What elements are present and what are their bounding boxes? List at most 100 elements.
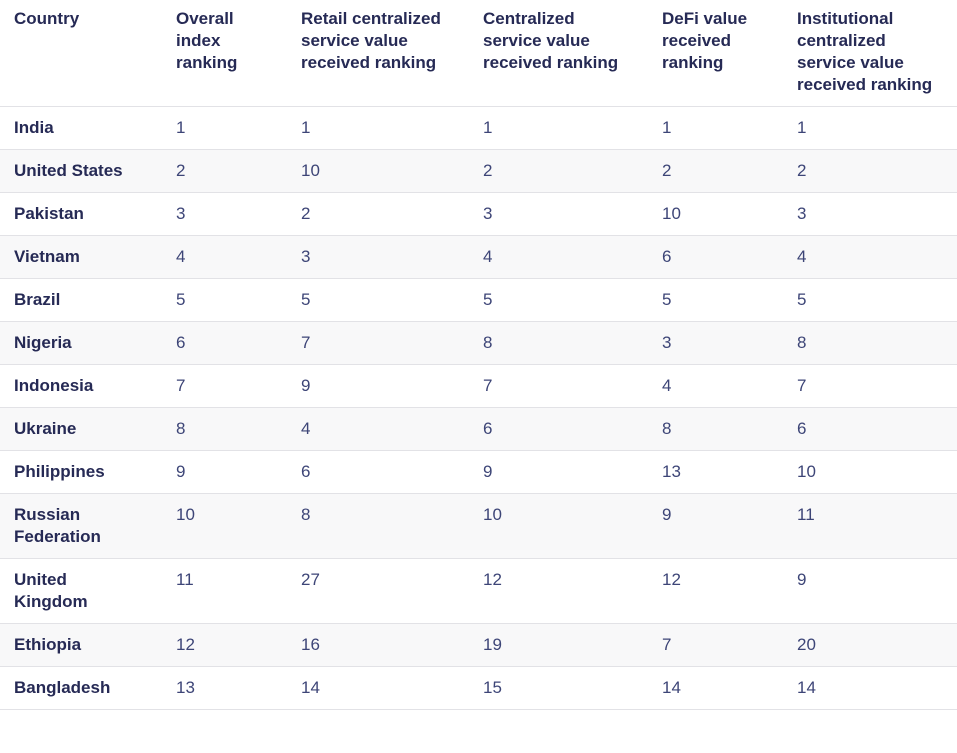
col-header-defi: DeFi value received ranking xyxy=(648,0,783,107)
rank-cell: 2 xyxy=(662,161,672,180)
rank-cell: 27 xyxy=(301,570,320,589)
rank-cell: 2 xyxy=(301,204,311,223)
table-row: Pakistan 3 2 3 10 3 xyxy=(0,192,957,236)
col-header-retail: Retail centralized service value receive… xyxy=(287,0,469,107)
rank-cell: 6 xyxy=(662,247,672,266)
table-row: India 1 1 1 1 1 xyxy=(0,107,957,150)
rank-cell: 4 xyxy=(176,247,186,266)
rank-cell: 5 xyxy=(483,290,493,309)
table-row: United Kingdom 11 27 12 12 9 xyxy=(0,558,957,624)
rank-cell: 8 xyxy=(483,333,493,352)
rank-cell: 10 xyxy=(301,161,320,180)
col-header-country: Country xyxy=(0,0,162,107)
table-row: United States 2 10 2 2 2 xyxy=(0,149,957,193)
rank-cell: 7 xyxy=(483,376,493,395)
rank-cell: 20 xyxy=(797,635,816,654)
rank-cell: 3 xyxy=(301,247,311,266)
rank-cell: 12 xyxy=(483,570,502,589)
rank-cell: 10 xyxy=(176,505,195,524)
table-row: Nigeria 6 7 8 3 8 xyxy=(0,321,957,365)
header-row: Country Overall index ranking Retail cen… xyxy=(0,0,957,107)
col-header-overall-index: Overall index ranking xyxy=(162,0,287,107)
rank-cell: 3 xyxy=(797,204,807,223)
rank-cell: 9 xyxy=(301,376,311,395)
rank-cell: 13 xyxy=(662,462,681,481)
rank-cell: 6 xyxy=(301,462,311,481)
rank-cell: 14 xyxy=(301,678,320,697)
rank-cell: 12 xyxy=(176,635,195,654)
country-rankings-table: Country Overall index ranking Retail cen… xyxy=(0,0,957,710)
rank-cell: 19 xyxy=(483,635,502,654)
rank-cell: 3 xyxy=(662,333,672,352)
rank-cell: 6 xyxy=(797,419,807,438)
rank-cell: 1 xyxy=(301,118,311,137)
country-cell: Ethiopia xyxy=(14,635,82,654)
rank-cell: 1 xyxy=(176,118,186,137)
rank-cell: 14 xyxy=(797,678,816,697)
rank-cell: 2 xyxy=(797,161,807,180)
rank-cell: 5 xyxy=(176,290,186,309)
rank-cell: 11 xyxy=(176,570,194,589)
country-cell: Nigeria xyxy=(14,333,72,352)
rank-cell: 4 xyxy=(797,247,807,266)
table-row: Russian Federation 10 8 10 9 11 xyxy=(0,493,957,559)
table-row: Vietnam 4 3 4 6 4 xyxy=(0,235,957,279)
rank-cell: 8 xyxy=(176,419,186,438)
rank-cell: 9 xyxy=(662,505,672,524)
col-header-institutional: Institutional centralized service value … xyxy=(783,0,957,107)
rank-cell: 4 xyxy=(301,419,311,438)
rank-cell: 6 xyxy=(176,333,186,352)
rank-cell: 5 xyxy=(301,290,311,309)
rank-cell: 2 xyxy=(483,161,493,180)
rank-cell: 1 xyxy=(483,118,493,137)
rank-cell: 1 xyxy=(662,118,672,137)
country-cell: Russian Federation xyxy=(14,505,101,546)
rank-cell: 13 xyxy=(176,678,195,697)
rank-cell: 8 xyxy=(662,419,672,438)
table-row: Bangladesh 13 14 15 14 14 xyxy=(0,666,957,710)
table-row: Ukraine 8 4 6 8 6 xyxy=(0,407,957,451)
rank-cell: 15 xyxy=(483,678,502,697)
country-cell: India xyxy=(14,118,54,137)
country-cell: Philippines xyxy=(14,462,105,481)
rank-cell: 6 xyxy=(483,419,493,438)
rank-cell: 8 xyxy=(797,333,807,352)
rank-cell: 10 xyxy=(797,462,816,481)
col-header-centralized: Centralized service value received ranki… xyxy=(469,0,648,107)
country-cell: Pakistan xyxy=(14,204,84,223)
rank-cell: 7 xyxy=(797,376,807,395)
rank-cell: 3 xyxy=(483,204,493,223)
rank-cell: 3 xyxy=(176,204,186,223)
rank-cell: 9 xyxy=(176,462,186,481)
country-cell: Brazil xyxy=(14,290,61,309)
table-row: Indonesia 7 9 7 4 7 xyxy=(0,364,957,408)
rank-cell: 2 xyxy=(176,161,186,180)
rank-cell: 16 xyxy=(301,635,320,654)
rank-cell: 10 xyxy=(483,505,502,524)
rank-cell: 8 xyxy=(301,505,311,524)
rank-cell: 14 xyxy=(662,678,681,697)
table-row: Brazil 5 5 5 5 5 xyxy=(0,278,957,322)
table-row: Philippines 9 6 9 13 10 xyxy=(0,450,957,494)
rank-cell: 7 xyxy=(301,333,311,352)
rank-cell: 12 xyxy=(662,570,681,589)
rank-cell: 5 xyxy=(662,290,672,309)
country-cell: United States xyxy=(14,161,123,180)
table-body: India 1 1 1 1 1 United States 2 10 2 2 2 Pakistan 3 2 3… xyxy=(0,107,957,710)
country-cell: Indonesia xyxy=(14,376,94,395)
country-cell: Vietnam xyxy=(14,247,80,266)
rank-cell: 7 xyxy=(176,376,186,395)
country-cell: Bangladesh xyxy=(14,678,111,697)
rank-cell: 1 xyxy=(797,118,807,137)
rank-cell: 9 xyxy=(483,462,493,481)
rank-cell: 11 xyxy=(797,505,815,524)
rank-cell: 10 xyxy=(662,204,681,223)
rank-cell: 7 xyxy=(662,635,672,654)
country-cell: Ukraine xyxy=(14,419,77,438)
rank-cell: 9 xyxy=(797,570,807,589)
rank-cell: 4 xyxy=(662,376,672,395)
rank-cell: 4 xyxy=(483,247,493,266)
country-cell: United Kingdom xyxy=(14,570,88,611)
rank-cell: 5 xyxy=(797,290,807,309)
table-row: Ethiopia 12 16 19 7 20 xyxy=(0,623,957,667)
